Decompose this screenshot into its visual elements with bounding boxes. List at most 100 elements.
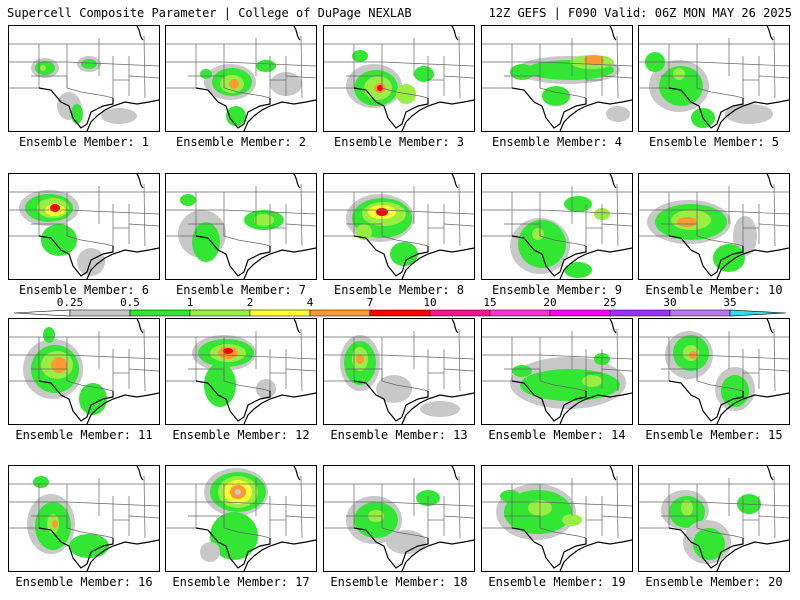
- coastline-border: [609, 174, 617, 189]
- scp-contour: [584, 55, 604, 65]
- colorbar-tick-label: 2: [246, 296, 254, 309]
- coastline-border: [766, 174, 774, 189]
- state-border: [285, 515, 316, 519]
- scp-contour: [681, 500, 693, 516]
- scp-contour: [33, 476, 49, 488]
- member-label: Ensemble Member: 11: [15, 428, 153, 442]
- coastline-border: [195, 527, 271, 569]
- ensemble-map-19: [481, 465, 633, 572]
- scp-contour: [223, 348, 233, 354]
- map-plot: [639, 319, 789, 424]
- state-border: [601, 223, 632, 227]
- ensemble-map-18: [323, 465, 475, 572]
- coastline-border: [401, 392, 474, 424]
- map-plot: [639, 466, 789, 571]
- member-label: Ensemble Member: 6: [18, 283, 150, 297]
- scp-contour: [733, 216, 757, 256]
- coastline-border: [136, 319, 144, 334]
- map-plot: [482, 319, 632, 424]
- state-border: [128, 75, 159, 79]
- scp-contour: [721, 375, 749, 407]
- state-border: [143, 475, 146, 539]
- map-plot: [166, 466, 316, 571]
- colorbar-tick-label: 20: [543, 296, 557, 309]
- member-label: Ensemble Member: 13: [330, 428, 468, 442]
- member-label: Ensemble Member: 4: [491, 135, 623, 149]
- map-plot: [9, 319, 159, 424]
- map-plot: [166, 26, 316, 131]
- coastline-border: [86, 539, 159, 571]
- scp-contour: [50, 204, 60, 212]
- colorbar-segment: [309, 309, 371, 317]
- state-border: [285, 368, 316, 372]
- map-plot: [482, 26, 632, 131]
- state-border: [504, 223, 587, 247]
- scp-colorbar: [13, 309, 787, 317]
- member-label: Ensemble Member: 8: [333, 283, 465, 297]
- coastline-border: [511, 527, 587, 569]
- scp-contour: [180, 194, 196, 206]
- coastline-border: [293, 174, 301, 189]
- member-label: Ensemble Member: 16: [15, 575, 153, 589]
- ensemble-map-1: [8, 25, 160, 132]
- coastline-border: [136, 174, 144, 189]
- state-border: [601, 368, 632, 372]
- state-border: [661, 223, 744, 247]
- state-border: [31, 515, 114, 539]
- map-plot: [324, 26, 474, 131]
- scp-contour: [204, 363, 236, 407]
- coastline-border: [716, 247, 789, 279]
- coastline-border: [716, 392, 789, 424]
- coastline-border: [353, 235, 429, 277]
- member-label: Ensemble Member: 10: [645, 283, 783, 297]
- coastline-border: [668, 527, 744, 569]
- scp-contour: [356, 354, 364, 364]
- coastline-border: [401, 99, 474, 131]
- state-border: [31, 223, 114, 247]
- map-plot: [482, 174, 632, 279]
- coastline-border: [609, 466, 617, 481]
- coastline-border: [401, 247, 474, 279]
- scp-contour: [43, 327, 55, 343]
- colorbar-tick-label: 10: [423, 296, 437, 309]
- state-border: [616, 328, 619, 392]
- state-border: [773, 475, 776, 539]
- map-plot: [639, 26, 789, 131]
- state-border: [616, 35, 619, 99]
- coastline-border: [86, 392, 159, 424]
- colorbar-tick-label: 0.25: [56, 296, 84, 309]
- scp-contour: [376, 375, 412, 403]
- state-border: [601, 515, 632, 519]
- ensemble-map-9: [481, 173, 633, 280]
- state-border: [458, 328, 461, 392]
- coastline-border: [243, 392, 316, 424]
- scp-contour: [77, 248, 105, 276]
- coastline-border: [353, 87, 429, 129]
- scp-contour: [69, 534, 109, 558]
- member-label: Ensemble Member: 5: [648, 135, 780, 149]
- state-border: [31, 368, 114, 392]
- ensemble-map-2: [165, 25, 317, 132]
- colorbar-tick-label: 30: [663, 296, 677, 309]
- state-border: [128, 368, 159, 372]
- state-border: [458, 35, 461, 99]
- state-border: [773, 35, 776, 99]
- scp-contour: [420, 401, 460, 417]
- coastline-border: [511, 87, 587, 129]
- state-border: [458, 475, 461, 539]
- state-border: [143, 35, 146, 99]
- coastline-border: [766, 26, 774, 41]
- ensemble-map-12: [165, 318, 317, 425]
- scp-contour: [606, 106, 630, 122]
- coastline-border: [293, 466, 301, 481]
- colorbar-tick-label: 15: [483, 296, 497, 309]
- coastline-border: [451, 174, 459, 189]
- state-border: [773, 183, 776, 247]
- coastline-border: [293, 319, 301, 334]
- ensemble-map-6: [8, 173, 160, 280]
- colorbar-segment: [69, 309, 131, 317]
- state-border: [128, 223, 159, 227]
- ensemble-map-3: [323, 25, 475, 132]
- state-border: [758, 223, 789, 227]
- state-border: [661, 75, 744, 99]
